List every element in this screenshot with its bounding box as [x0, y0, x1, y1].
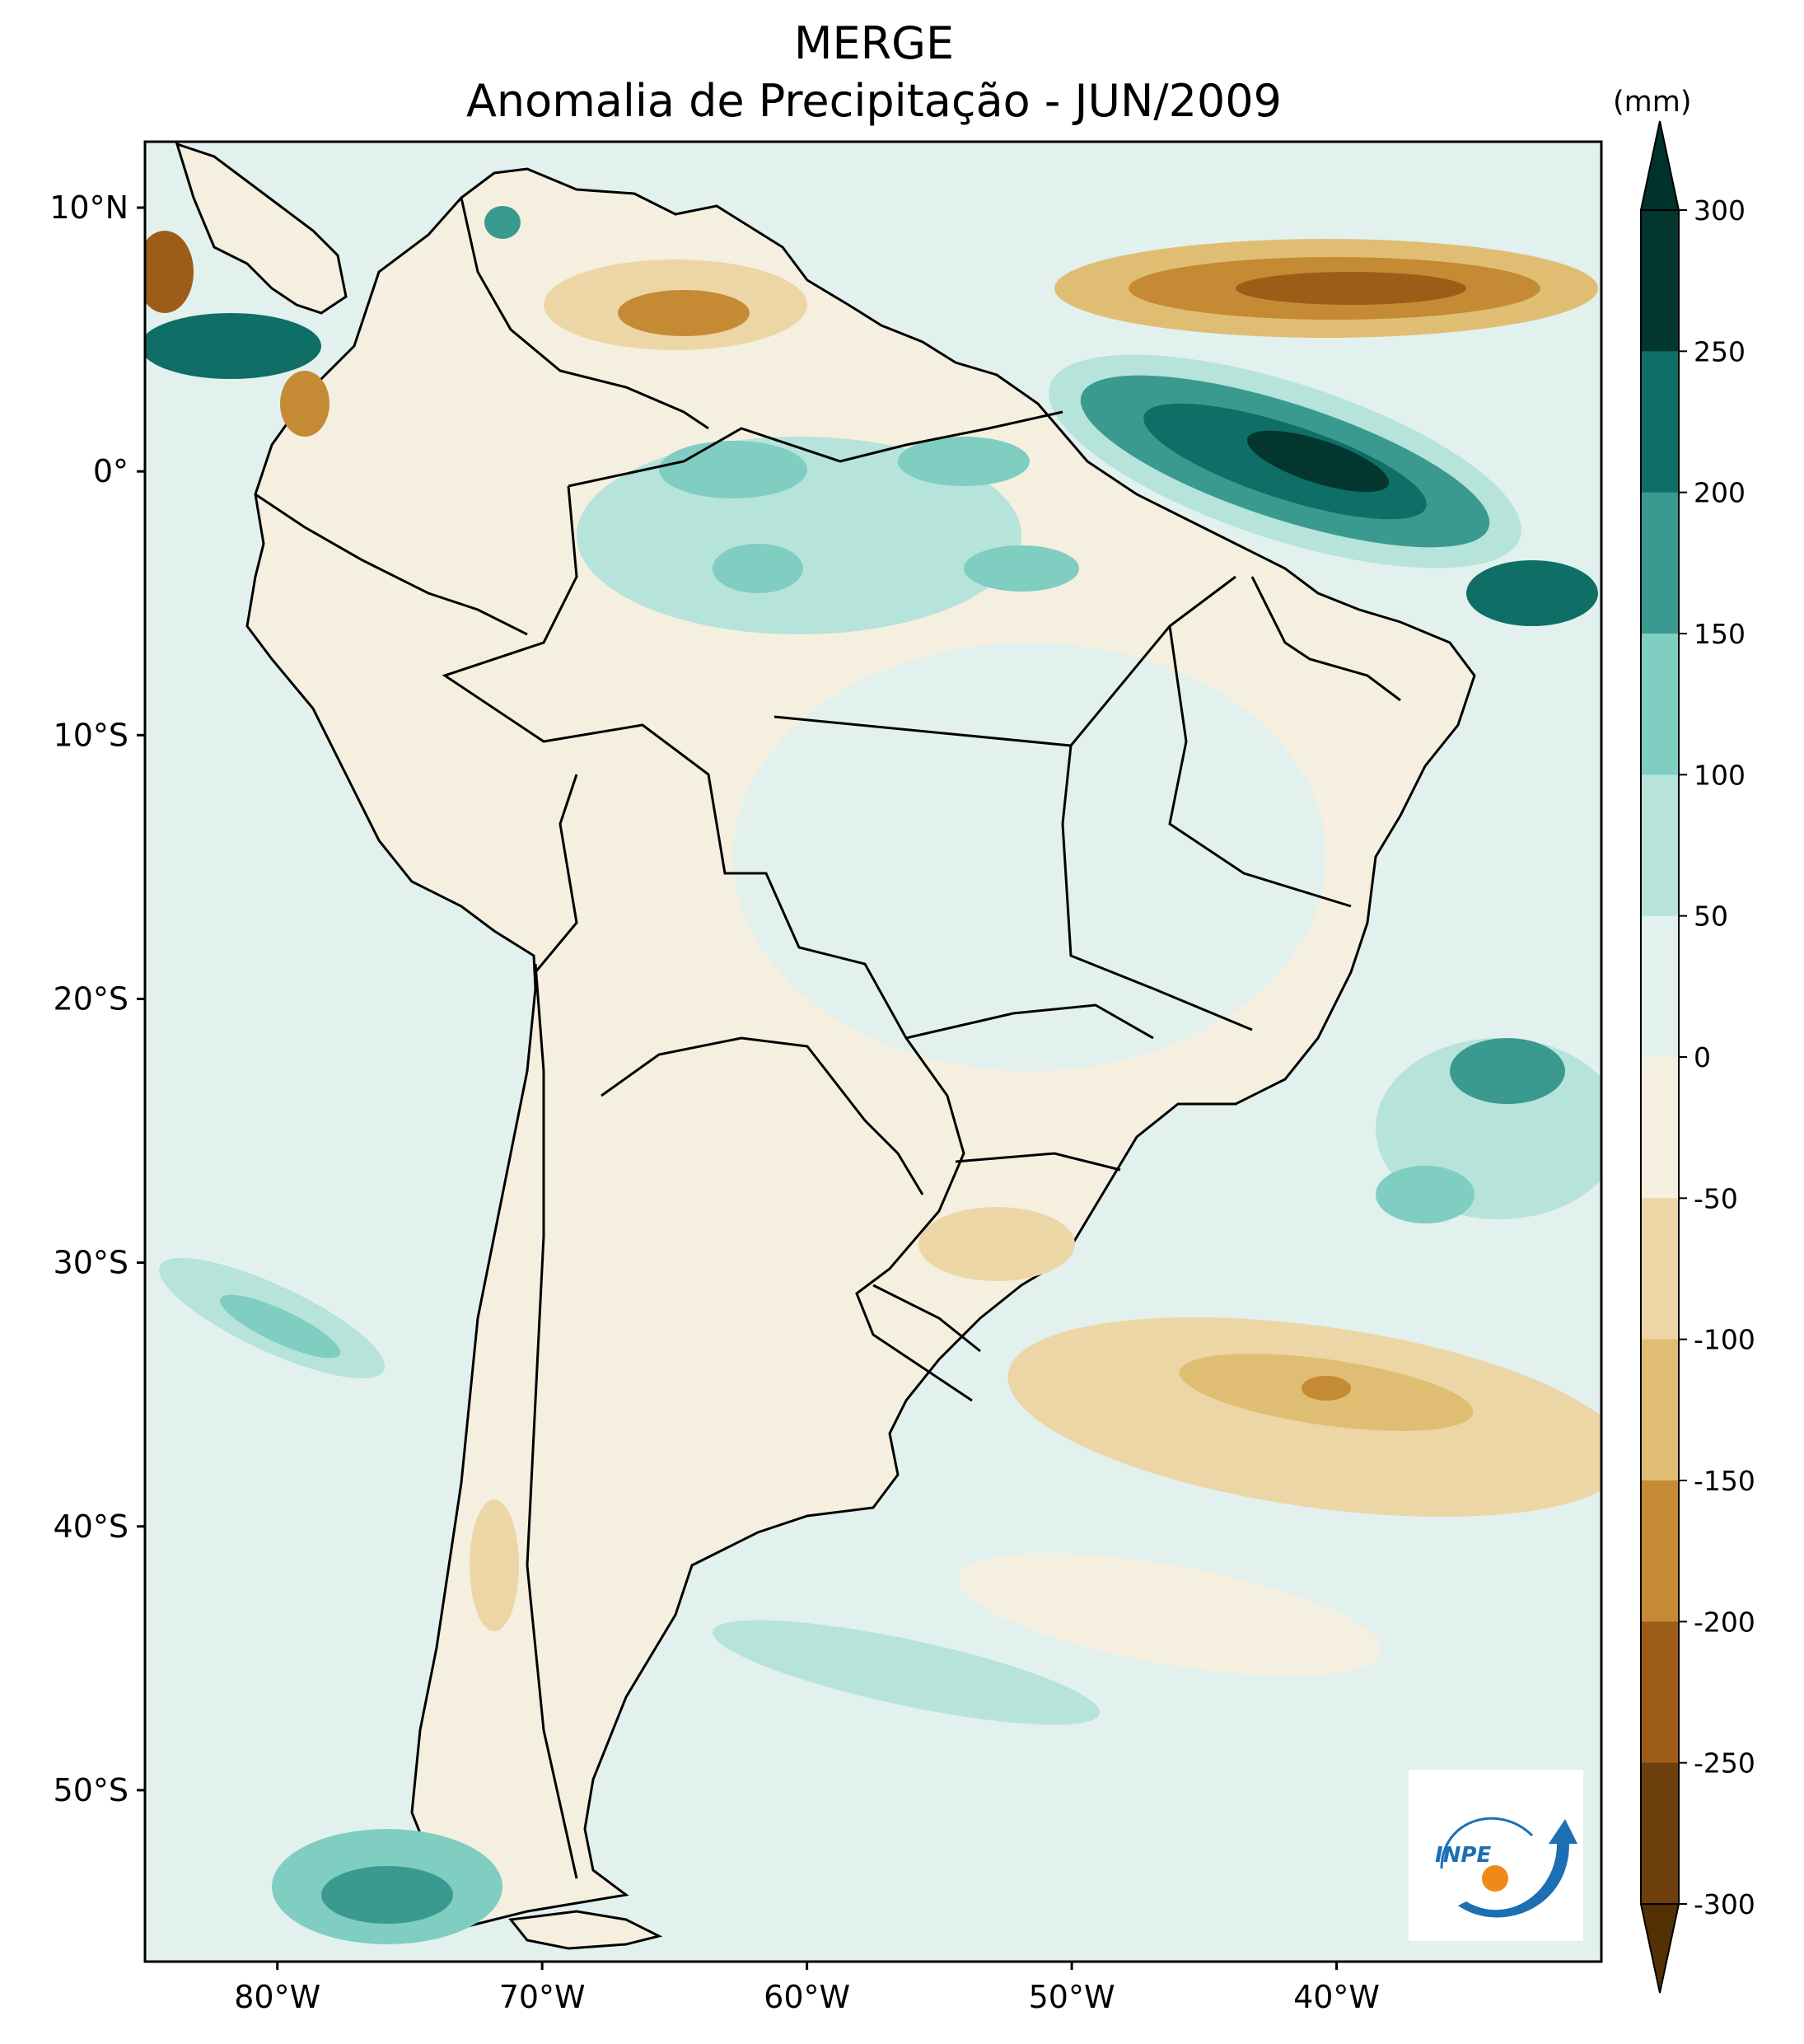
border-uruguay — [872, 1284, 981, 1353]
colorbar-tick-label: 0 — [1694, 1041, 1711, 1073]
colorbar-under-arrow — [1639, 1903, 1680, 1994]
colorbar-tick-label: -50 — [1694, 1182, 1738, 1214]
lon-tick-label: 80°W — [234, 1979, 320, 2015]
map-frame — [143, 140, 1603, 1963]
central-america — [175, 142, 348, 315]
anomaly-positive-atlantic-east — [1466, 560, 1598, 626]
colorbar-segment — [1641, 1339, 1679, 1481]
anomaly-positive-se-atlantic-b — [1376, 1166, 1475, 1223]
colorbar-tick-label: 50 — [1694, 900, 1728, 933]
lon-tick-label: 40°W — [1293, 1979, 1380, 2015]
tierra-del-fuego — [508, 1910, 663, 1950]
colorbar-segment — [1641, 1057, 1679, 1199]
map-title-source: MERGE — [793, 17, 955, 69]
colorbar-segment — [1641, 774, 1679, 917]
colorbar-segment — [1641, 1480, 1679, 1622]
logo-arrow-icon — [1458, 1819, 1577, 1918]
colorbar-tick-label: -100 — [1694, 1324, 1755, 1356]
colorbar-tick-label: 100 — [1694, 759, 1746, 791]
border-brazil-states-e — [955, 1152, 1121, 1172]
map-area — [145, 142, 1601, 1962]
colorbar-tick-label: -300 — [1694, 1888, 1755, 1920]
lat-tick-label: 40°S — [54, 1508, 129, 1545]
anomaly-negative-southern-ocean — [958, 1553, 1381, 1677]
anomaly-positive-drake-core — [321, 1866, 453, 1924]
border-brazil-states-b — [1061, 745, 1253, 1031]
anomaly-positive-southern-ocean — [713, 1620, 1100, 1725]
anomaly-positive-brazil-interior — [733, 643, 1326, 1071]
anomaly-positive-fgiana — [484, 206, 521, 239]
continent-south-america — [245, 167, 1476, 1929]
border-brazil-states-d — [905, 1003, 1154, 1040]
colorbar: 300 250 200 150 100 50 0 -50 -100 -150 -200 -250 -30… — [1639, 120, 1755, 1994]
border-brazil-states-f — [1250, 576, 1401, 702]
lon-tick-label: 60°W — [764, 1979, 850, 2015]
border-brazil-north — [568, 410, 1063, 488]
border-brazil-states-a — [773, 575, 1236, 747]
lat-tick-label: 30°S — [54, 1245, 129, 1281]
inpe-logo: INPE — [1409, 1770, 1583, 1941]
colorbar-segment — [1641, 915, 1679, 1058]
colorbar-tick-label: -150 — [1694, 1465, 1755, 1497]
anomaly-negative-caribbean — [145, 231, 194, 313]
anomaly-positive-pacific-north — [145, 313, 321, 379]
colorbar-segment — [1641, 1762, 1679, 1905]
anomaly-negative-south-atlantic-spot — [1302, 1376, 1351, 1401]
political-borders — [255, 197, 1401, 1879]
lon-tick-label: 50°W — [1029, 1979, 1115, 2015]
border-peru-bolivia — [534, 774, 578, 973]
anomaly-negative-venezuela-core — [618, 290, 750, 336]
colorbar-tick-label: -200 — [1694, 1606, 1755, 1638]
anomaly-positive-south-pacific-core — [220, 1294, 340, 1359]
colorbar-segment — [1641, 1621, 1679, 1764]
anomaly-negative-patagonia — [470, 1499, 519, 1631]
border-brazil-states-c — [1168, 625, 1352, 908]
anomaly-positive-atlantic-core — [1247, 430, 1389, 493]
colorbar-tick-label: 300 — [1694, 194, 1746, 227]
border-colombia-venezuela — [460, 197, 709, 430]
anomaly-negative-colombia-coast — [280, 371, 329, 437]
colorbar-segment — [1641, 351, 1679, 493]
anomaly-negative-north-core — [1236, 272, 1466, 305]
colorbar-tick-label: 200 — [1694, 477, 1746, 509]
logo-orbit-arc — [1440, 1817, 1534, 1869]
lat-tick-label: 0° — [93, 453, 129, 489]
anomaly-positive-amazon-d — [964, 545, 1079, 592]
map-title: Anomalia de Precipitação - JUN/2009 — [465, 75, 1282, 127]
lat-tick-label: 10°N — [49, 189, 129, 226]
colorbar-segment — [1641, 492, 1679, 634]
anomaly-positive-amazon-c — [898, 437, 1030, 486]
colorbar-segment — [1641, 210, 1679, 352]
colorbar-unit-label: (mm) — [1613, 86, 1692, 119]
lon-tick-label: 70°W — [499, 1979, 586, 2015]
lat-tick-label: 10°S — [54, 717, 129, 753]
anomaly-positive-amazon-b — [713, 544, 803, 593]
border-chile-argentina — [526, 963, 578, 1879]
colorbar-tick-label: -250 — [1694, 1747, 1755, 1780]
anomaly-positive-amazon-a — [659, 441, 807, 498]
colorbar-tick-label: 150 — [1694, 618, 1746, 650]
inpe-logo-graphic: INPE — [1435, 1817, 1577, 1918]
logo-text: INPE — [1435, 1843, 1491, 1868]
logo-sun-icon — [1482, 1865, 1508, 1892]
border-ecuador-peru — [255, 493, 528, 636]
longitude-axis: 80°W 70°W 60°W 50°W 40°W — [234, 1962, 1380, 2015]
lat-tick-label: 20°S — [54, 980, 129, 1017]
anomaly-positive-se-atlantic-core — [1450, 1038, 1565, 1104]
colorbar-over-arrow — [1639, 120, 1680, 211]
border-brazil-west — [442, 485, 973, 1402]
anomaly-negative-southern-brazil — [918, 1207, 1075, 1281]
anomaly-fields — [145, 206, 1601, 1944]
border-argentina-paraguay — [601, 1036, 924, 1195]
latitude-axis: 10°N 0° 10°S 20°S 30°S 40°S 50°S — [49, 189, 145, 1808]
colorbar-segment — [1641, 634, 1679, 775]
colorbar-segment — [1641, 1198, 1679, 1340]
colorbar-tick-label: 250 — [1694, 335, 1746, 367]
lat-tick-label: 50°S — [54, 1772, 129, 1808]
